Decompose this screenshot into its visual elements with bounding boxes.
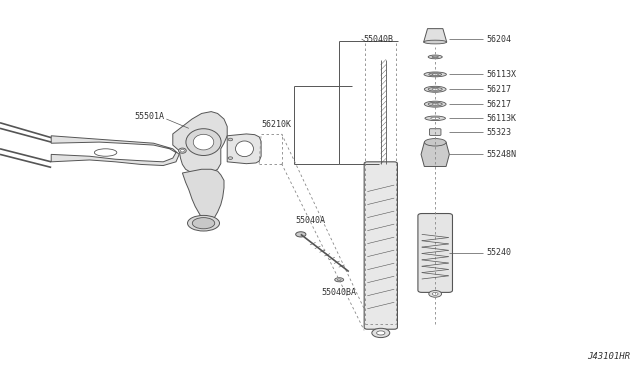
- Polygon shape: [227, 134, 261, 164]
- Ellipse shape: [228, 157, 233, 160]
- Ellipse shape: [180, 150, 184, 152]
- Ellipse shape: [335, 278, 344, 282]
- Ellipse shape: [95, 149, 117, 156]
- Ellipse shape: [424, 40, 447, 44]
- Text: 55040BA: 55040BA: [322, 288, 356, 297]
- Text: 55240: 55240: [486, 248, 511, 257]
- Ellipse shape: [428, 55, 442, 59]
- Ellipse shape: [429, 73, 442, 76]
- Ellipse shape: [424, 101, 446, 107]
- Polygon shape: [424, 29, 447, 42]
- FancyBboxPatch shape: [418, 214, 452, 292]
- Ellipse shape: [424, 72, 447, 77]
- Ellipse shape: [179, 148, 186, 153]
- Ellipse shape: [432, 56, 438, 58]
- Ellipse shape: [432, 89, 438, 90]
- Ellipse shape: [424, 139, 446, 146]
- Ellipse shape: [296, 232, 306, 237]
- Text: 56113X: 56113X: [486, 70, 516, 79]
- Text: 56217: 56217: [486, 85, 511, 94]
- Text: 55248N: 55248N: [486, 150, 516, 159]
- Ellipse shape: [428, 87, 442, 91]
- Text: 56217: 56217: [486, 100, 511, 109]
- Text: 56204: 56204: [486, 35, 511, 44]
- FancyBboxPatch shape: [364, 162, 397, 329]
- Text: 55323: 55323: [486, 128, 511, 137]
- Polygon shape: [173, 112, 227, 175]
- Ellipse shape: [337, 279, 341, 280]
- Text: 55501A: 55501A: [134, 112, 164, 121]
- FancyBboxPatch shape: [429, 129, 441, 135]
- Ellipse shape: [376, 331, 385, 335]
- Ellipse shape: [424, 86, 446, 92]
- Ellipse shape: [193, 218, 215, 229]
- Ellipse shape: [433, 292, 438, 295]
- Ellipse shape: [193, 134, 214, 150]
- Text: 56113K: 56113K: [486, 114, 516, 123]
- Text: 56210K: 56210K: [261, 120, 291, 129]
- Polygon shape: [51, 136, 179, 166]
- Ellipse shape: [236, 141, 253, 157]
- Polygon shape: [421, 142, 449, 167]
- Ellipse shape: [228, 138, 233, 141]
- Ellipse shape: [425, 116, 445, 121]
- Polygon shape: [182, 169, 224, 220]
- Ellipse shape: [372, 328, 390, 338]
- Ellipse shape: [432, 103, 438, 105]
- Text: 55040B: 55040B: [364, 35, 394, 44]
- Ellipse shape: [432, 74, 438, 75]
- Ellipse shape: [431, 117, 440, 119]
- Ellipse shape: [186, 129, 221, 155]
- Ellipse shape: [428, 102, 442, 106]
- Ellipse shape: [429, 291, 442, 297]
- Text: J43101HR: J43101HR: [588, 352, 630, 361]
- Ellipse shape: [188, 215, 220, 231]
- Text: 55040A: 55040A: [296, 216, 326, 225]
